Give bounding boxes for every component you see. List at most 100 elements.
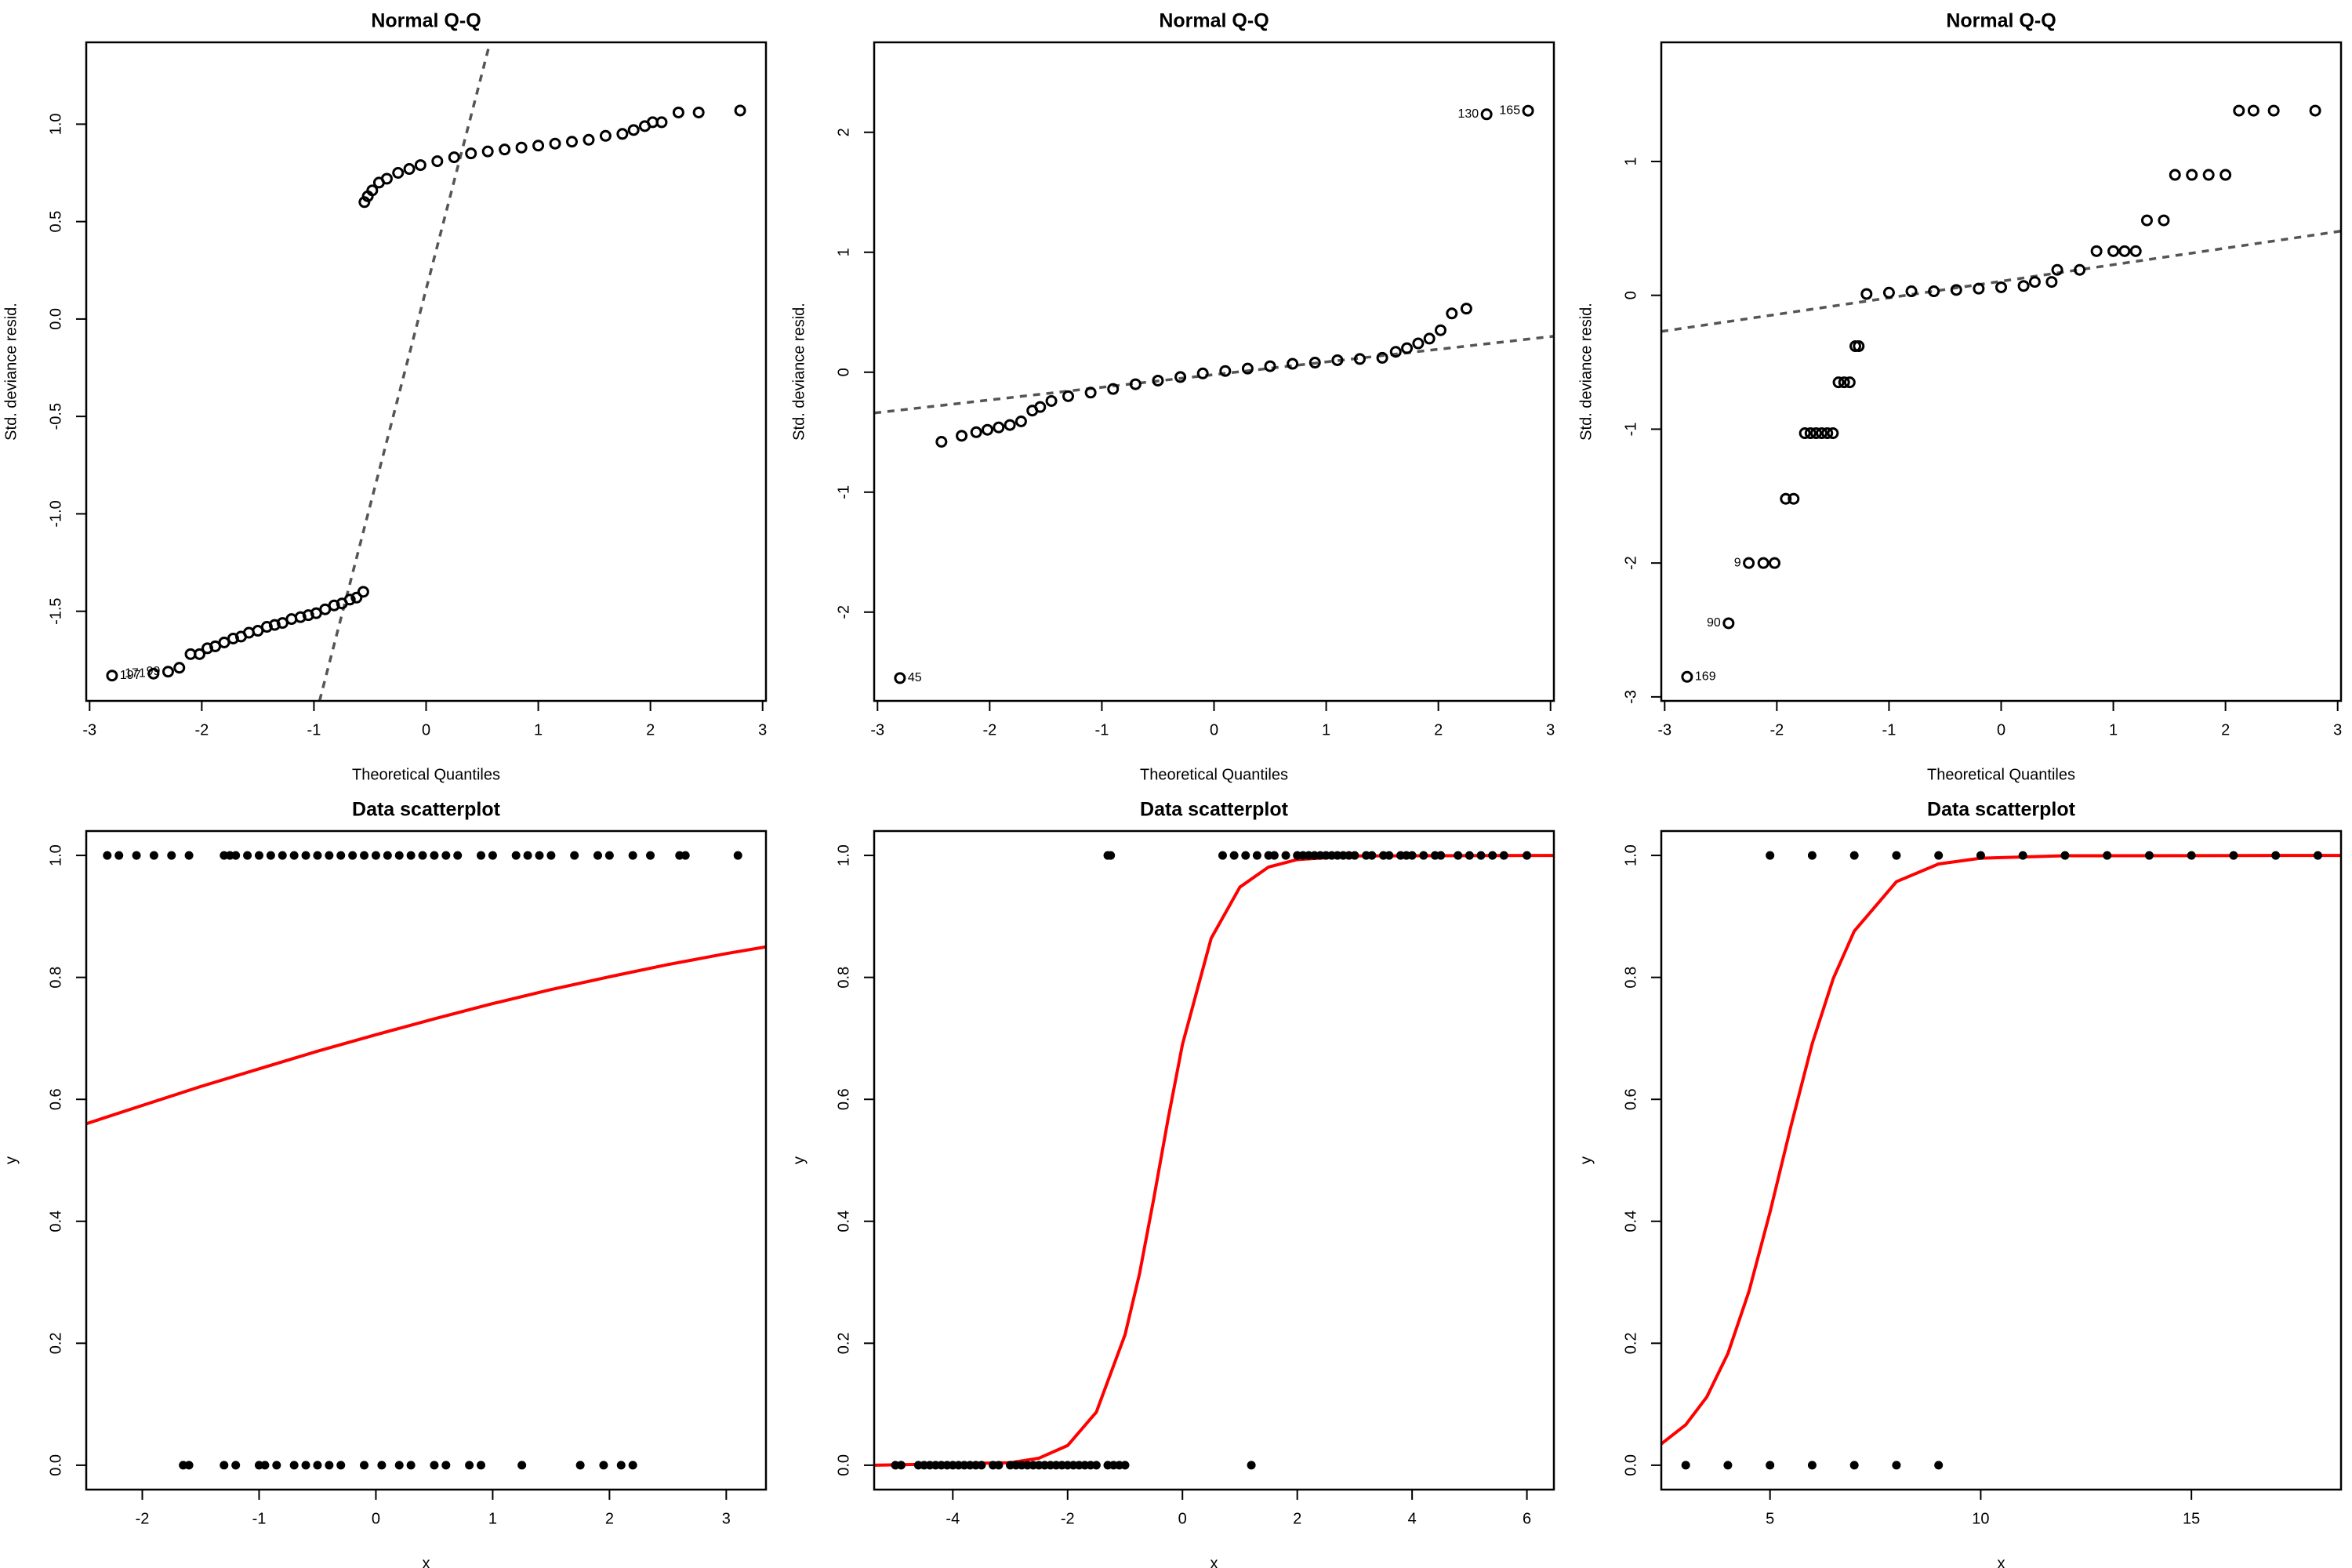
data-point [406,1461,416,1470]
panel: Normal Q-Q Theoretical Quantiles Std. devi… [1577,10,2342,784]
data-point [243,851,252,860]
x-tick-label: -2 [982,721,996,739]
data-point [1106,851,1116,860]
data-point [1152,374,1164,387]
y-tick-label: 0.5 [47,211,64,233]
data-point [1454,851,1463,860]
x-axis-label: x [1210,1555,1218,1568]
y-tick-label: 0 [1622,291,1639,299]
data-point [1723,1461,1733,1470]
x-tick-label: -3 [82,721,96,739]
x-tick-label: 10 [1972,1510,1989,1527]
data-point [517,1461,527,1470]
data-point [336,1461,346,1470]
x-tick-label: 5 [1766,1510,1774,1527]
data-point [523,851,532,860]
data-point [348,851,358,860]
data-point [194,648,205,660]
data-point [173,662,186,674]
data-point [1934,1461,1944,1470]
x-tick-label: 3 [1546,721,1555,739]
data-point [325,851,334,860]
data-point [499,143,511,156]
data-point [2028,276,2041,289]
x-tick-label: 1 [1322,721,1330,739]
x-tick-label: -3 [870,721,884,739]
x-tick-label: 2 [1434,721,1443,739]
data-point [734,104,746,117]
y-axis-label: Std. deviance resid. [1577,303,1595,441]
point-label: 99 [147,665,161,678]
x-axis-label: x [423,1555,430,1568]
data-point [2074,263,2086,276]
x-tick-label: -1 [307,721,321,739]
data-point [2186,169,2198,181]
point-label: 169 [1695,670,1716,683]
point-label: 165 [1499,103,1520,117]
data-point [167,851,176,860]
panel: Data scatterplot x y -4 -2 0 2 4 6 0.0 0.2 0.4 0.6 0.… [790,799,1555,1568]
data-point [2090,245,2103,257]
panel-title: Data scatterplot [1927,799,2076,821]
data-point [1465,851,1474,860]
data-point [565,136,578,148]
x-tick-label: -2 [1061,1510,1075,1527]
data-point [383,851,392,860]
x-tick-label: 1 [534,721,543,739]
data-point [2103,851,2112,860]
data-point [511,851,521,860]
data-point [1091,1461,1101,1470]
y-tick-label: -0.5 [47,403,64,430]
data-point [1014,415,1027,427]
panel: Data scatterplot x y 5 10 15 0.0 0.2 0.4 0.6 0.8 1.… [1577,799,2343,1568]
data-point [1331,354,1344,366]
x-tick-label: 2 [1293,1510,1301,1527]
data-point [1389,346,1402,358]
data-point [2140,214,2153,227]
y-tick-label: 0.4 [835,1210,852,1232]
data-point [1766,851,1775,860]
x-tick-label: -2 [1769,721,1784,739]
y-axis-label: y [790,1156,808,1164]
data-point [1174,371,1187,383]
point-label: 197 [120,669,141,682]
data-point [1446,307,1458,320]
data-point [1353,353,1366,365]
data-point [403,163,416,176]
data-point [465,147,477,160]
y-tick-label: 0.4 [47,1210,64,1232]
data-point [1950,284,1962,296]
data-point [1522,104,1534,117]
panel-title: Data scatterplot [1140,799,1289,821]
data-point [575,1461,585,1470]
fitted-curve [86,945,766,1126]
point-label: 9 [1734,556,1741,569]
point-label: 45 [908,671,922,684]
data-point [266,851,275,860]
y-axis-label: y [2,1156,20,1164]
data-point [532,140,545,152]
x-tick-label: 0 [1997,721,2005,739]
y-axis-label: Std. deviance resid. [2,303,20,441]
data-point [254,851,263,860]
data-point [1816,427,1828,440]
x-tick-label: 0 [422,721,430,739]
x-axis-label: Theoretical Quantiles [1927,766,2075,783]
data-point [278,851,287,860]
data-point [655,116,668,129]
x-tick-label: 4 [1408,1510,1417,1527]
data-point [1034,401,1047,413]
data-point [1743,557,1755,569]
data-point [1401,342,1414,354]
y-tick-label: 1.0 [47,113,64,135]
data-point [1882,286,1895,299]
x-axis-label: Theoretical Quantiles [1140,766,1288,783]
plot-area [86,945,766,1126]
data-point [1804,427,1817,440]
y-tick-label: 1 [835,248,852,256]
data-point [2018,851,2027,860]
fitted-curve [874,854,1554,1467]
data-point [935,436,948,448]
data-point [260,1461,270,1470]
x-tick-label: -1 [1882,721,1896,739]
